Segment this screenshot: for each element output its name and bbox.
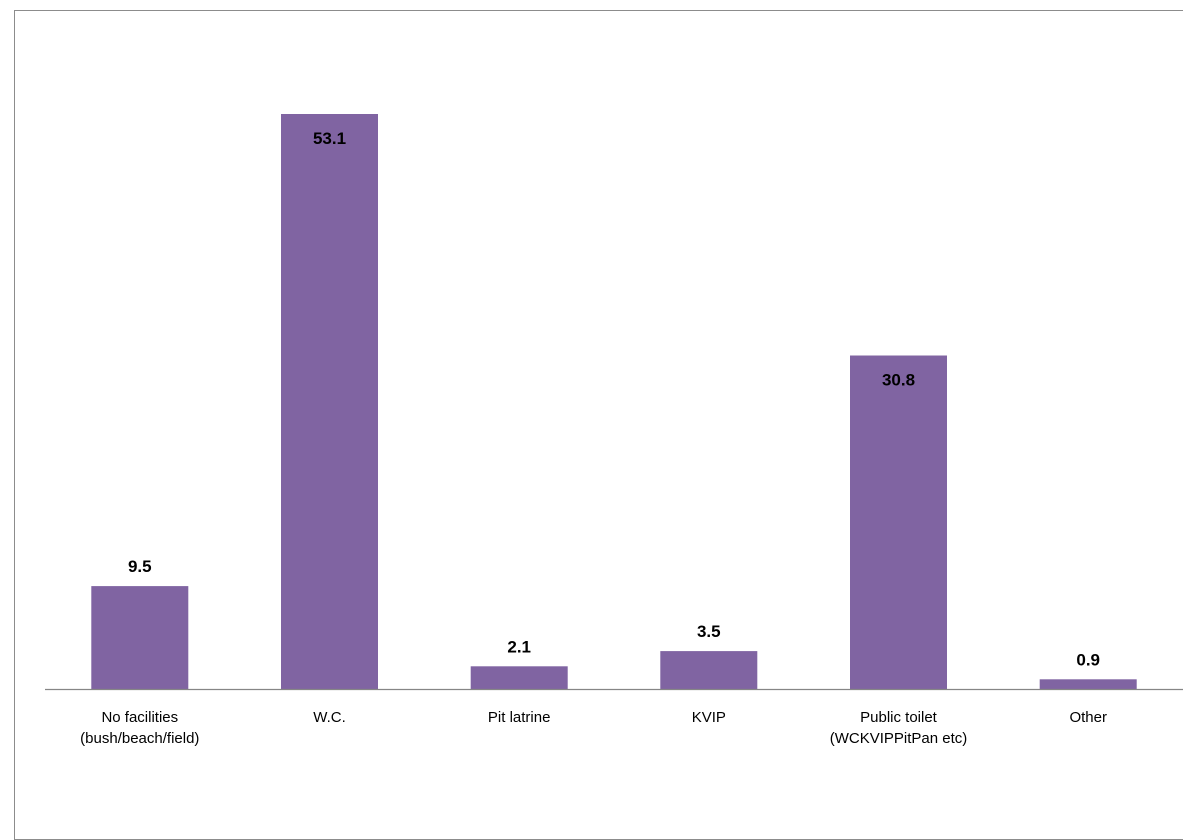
bars-group <box>91 114 1136 689</box>
bar-kvip <box>660 651 757 689</box>
bar-pit-latrine <box>471 666 568 689</box>
bar-public-toilet <box>850 356 947 690</box>
bar-w-c <box>281 114 378 689</box>
category-label-pit-latrine: Pit latrine <box>488 709 551 726</box>
bar-no-facilities <box>91 586 188 689</box>
bar-chart: 9.5 53.1 2.1 3.5 30.8 0.9 No facilities (bush/… <box>0 0 1183 819</box>
bar-other <box>1040 679 1137 689</box>
value-label-kvip: 3.5 <box>697 622 721 641</box>
value-label-no-facilities: 9.5 <box>128 557 152 576</box>
value-label-public-toilet: 30.8 <box>882 371 915 390</box>
category-labels-group: No facilities (bush/beach/field) W.C. Pit l… <box>80 709 1107 747</box>
value-label-pit-latrine: 2.1 <box>507 637 531 656</box>
value-label-w-c: 53.1 <box>313 129 346 148</box>
category-label-other: Other <box>1069 709 1107 726</box>
value-label-other: 0.9 <box>1076 650 1100 669</box>
category-label-no-facilities: No facilities (bush/beach/field) <box>80 709 199 747</box>
category-label-public-toilet: Public toilet (WCKVIPPitPan etc) <box>830 709 968 747</box>
category-label-kvip: KVIP <box>692 709 726 726</box>
value-labels-group: 9.5 53.1 2.1 3.5 30.8 0.9 <box>128 129 1100 669</box>
category-label-w-c: W.C. <box>313 709 346 726</box>
